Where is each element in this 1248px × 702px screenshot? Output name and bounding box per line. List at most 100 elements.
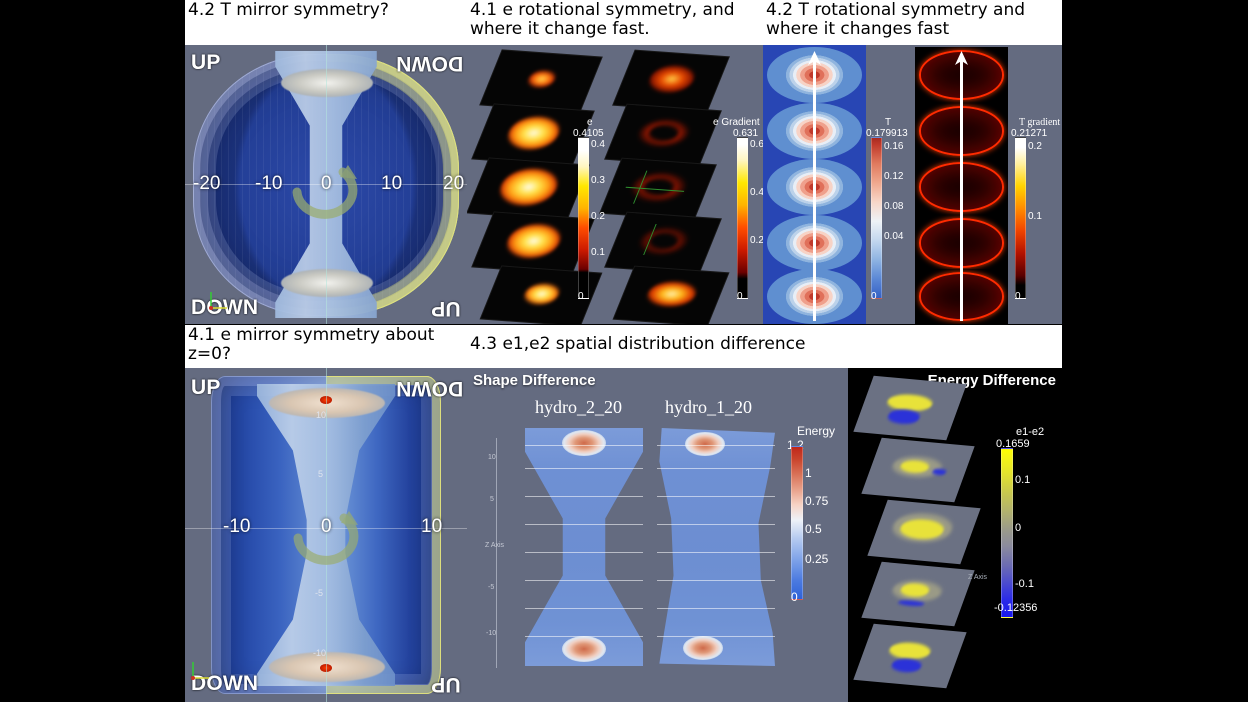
colorbar-e-gradient-tick-0p4: 0.4	[750, 187, 763, 198]
panel-a-label-down-right: DOWN	[395, 52, 463, 75]
hydro-gridline	[657, 636, 775, 637]
torus-top-cap	[281, 69, 373, 97]
e-blob	[501, 222, 566, 260]
hydro-1-20-bottom-eye	[683, 636, 723, 660]
colorbar-e1-e2-bar	[1001, 448, 1013, 618]
colorbar-energy-min: 0	[791, 590, 798, 604]
panel-d-xtick-2: 10	[421, 516, 443, 537]
colorbar-t-tick-0p08: 0.08	[884, 201, 904, 212]
panel-e-mirror-symmetry[interactable]: UP DOWN DOWN UP -10 0 10 10 5 -5 -10	[185, 368, 467, 702]
caption-top-right: 4.2 T rotational symmetry and where it c…	[763, 0, 1062, 45]
egrad-blob	[632, 117, 695, 149]
panel-t-rotational-symmetry[interactable]: T 0.179913 0.16 0.12 0.08 0.04 0 T gradi…	[763, 45, 1062, 324]
panel-d-label-up-right: UP	[431, 673, 461, 696]
panel-e-ztick-minus5: -5	[488, 584, 495, 591]
panel-energy-difference[interactable]: Energy Difference Z Axis e1-e2 0.1659	[848, 368, 1062, 702]
hydro-gridline	[525, 636, 643, 637]
colorbar-energy-bar	[791, 446, 803, 600]
cylinder-mirror-axis	[326, 368, 327, 702]
colorbar-e-max: 0.4105	[573, 128, 604, 139]
colorbar-e1-e2-max: 0.1659	[996, 438, 1030, 450]
ediff-positive-region	[886, 640, 934, 662]
colorbar-e1-e2[interactable]: e1-e2 0.1659 0.1 0 -0.1 -0.12356	[994, 426, 1062, 646]
colorbar-e1-e2-tick-minus0p1: -0.1	[1015, 578, 1034, 590]
rotation-arrow-svg	[292, 165, 358, 219]
hydro-1-20-top-eye	[685, 432, 725, 456]
energy-diff-slice-2	[861, 437, 975, 503]
colorbar-energy[interactable]: Energy 1.2 1 0.75 0.5 0.25 0	[787, 424, 845, 624]
colorbar-energy-title: Energy	[797, 424, 836, 438]
panel-d-label-down-right: DOWN	[395, 377, 463, 400]
colorbar-e-tick-0p4: 0.4	[591, 139, 605, 150]
colorbar-energy-tick-0p25: 0.25	[805, 552, 829, 566]
e-slice-3	[467, 157, 590, 221]
panel-a-label-up-left: UP	[191, 51, 221, 74]
panel-a-xtick-0: -20	[193, 173, 221, 194]
panel-d-xtick-0: -10	[223, 516, 251, 537]
torus-horizontal-axis	[185, 184, 467, 185]
colorbar-e1-e2-tick-0p1: 0.1	[1015, 474, 1031, 486]
hydro-gridline	[525, 552, 643, 553]
model-name-hydro-2-20: hydro_2_20	[535, 397, 622, 417]
colorbar-t-min: 0	[871, 291, 877, 302]
colorbar-t-gradient[interactable]: T gradient 0.21271 0.2 0.1 0	[1011, 117, 1062, 317]
hydro-gridline	[525, 608, 643, 609]
panel-e-zaxis-label: Z Axis	[485, 542, 505, 549]
colorbar-e-gradient[interactable]: e Gradient 0.631 0.6 0.4 0.2 0	[713, 117, 763, 317]
colorbar-e-gradient-bar	[737, 137, 748, 299]
colorbar-t-max: 0.179913	[866, 128, 908, 139]
panel-shape-difference[interactable]: Shape Difference hydro_2_20 hydro_1_20 1…	[467, 368, 848, 702]
colorbar-t-title: T	[885, 117, 892, 128]
hydro-gridline	[657, 496, 775, 497]
colorbar-e-title: e	[587, 117, 593, 128]
panel-f-zaxis-label: Z Axis	[968, 574, 988, 581]
colorbar-t-bar	[871, 137, 882, 299]
colorbar-e-tick-0p1: 0.1	[591, 247, 605, 258]
axes-triad-icon	[191, 662, 209, 680]
egrad-blob	[645, 64, 699, 94]
colorbar-e-tick-0p2: 0.2	[591, 211, 605, 222]
panel-d-ztick-minus5: -5	[315, 588, 324, 598]
panel-d-ztick-minus10: -10	[313, 648, 327, 658]
caption-top-middle-text: 4.1 e rotational symmetry, and where it …	[470, 0, 735, 40]
panel-t-mirror-symmetry[interactable]: UP DOWN DOWN UP -20 -10 0 10 20	[185, 45, 467, 324]
colorbar-e1-e2-min: -0.12356	[994, 602, 1038, 614]
egrad-blob	[643, 280, 701, 308]
colorbar-e1-e2-title: e1-e2	[1016, 426, 1045, 438]
caption-bottom-left: 4.1 e mirror symmetry about z=0?	[185, 325, 467, 368]
colorbar-e-gradient-tick-0p2: 0.2	[750, 235, 763, 246]
colorbar-t[interactable]: T 0.179913 0.16 0.12 0.08 0.04 0	[866, 117, 915, 317]
caption-top-middle: 4.1 e rotational symmetry, and where it …	[467, 0, 763, 45]
colorbar-energy-tick-0p75: 0.75	[805, 494, 829, 508]
hydro-gridline	[525, 580, 643, 581]
hydro-gridline	[657, 468, 775, 469]
colorbar-e[interactable]: e 0.4105 0.4 0.3 0.2 0.1 0	[573, 117, 631, 317]
hydro-gridline	[657, 445, 775, 446]
panel-a-xtick-2: 0	[321, 173, 332, 194]
panel-a-xtick-3: 10	[381, 173, 403, 194]
caption-top-right-text: 4.2 T rotational symmetry and where it c…	[766, 0, 1026, 40]
hydro-gridline	[525, 524, 643, 525]
caption-bottom-middle-text: 4.3 e1,e2 spatial distribution differenc…	[470, 334, 806, 354]
panel-d-ztick-5: 5	[318, 469, 324, 479]
colorbar-t-gradient-title: T gradient	[1019, 117, 1061, 128]
hydro-gridline	[657, 580, 775, 581]
ediff-negative-region	[889, 658, 924, 674]
colorbar-e-bar	[578, 137, 589, 299]
hydro-gridline	[525, 468, 643, 469]
energy-diff-slice-5	[853, 623, 967, 689]
hydro-1-20-isosurface	[659, 428, 775, 666]
colorbar-t-tick-0p12: 0.12	[884, 171, 904, 182]
panel-a-label-up-right: UP	[431, 297, 461, 320]
rotation-arrow-svg	[293, 511, 359, 565]
e-blob	[503, 115, 565, 151]
panel-e-rotational-symmetry[interactable]: e 0.4105 0.4 0.3 0.2 0.1 0 e Gradient 0.…	[467, 45, 763, 324]
tgrad-needle-arrowhead-icon	[955, 51, 968, 65]
e-blob	[521, 282, 563, 306]
panel-d-ztick-10: 10	[316, 410, 327, 420]
caption-bottom-middle: 4.3 e1,e2 spatial distribution differenc…	[467, 325, 1062, 368]
panel-e-ztick-10: 10	[488, 454, 496, 461]
energy-diff-slice-4	[861, 561, 975, 627]
panel-d-xtick-1: 0	[321, 516, 332, 537]
